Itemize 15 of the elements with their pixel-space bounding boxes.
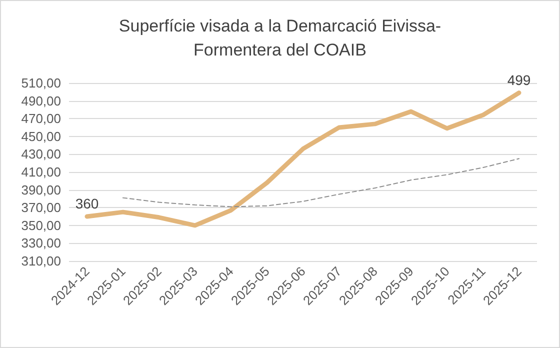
y-tick-label: 330,00 xyxy=(21,236,61,251)
data-label: 499 xyxy=(507,72,531,88)
y-tick-label: 510,00 xyxy=(21,76,61,90)
y-tick-label: 450,00 xyxy=(21,128,61,144)
y-tick-label: 350,00 xyxy=(21,218,61,233)
y-tick-label: 490,00 xyxy=(21,93,61,108)
y-tick-label: 370,00 xyxy=(21,200,61,216)
chart-title: Superfície visada a la Demarcació Eivissa- Formentera del COAIB xyxy=(118,16,442,60)
line-series xyxy=(122,158,520,208)
y-tick-label: 470,00 xyxy=(21,111,61,126)
data-label: 360 xyxy=(75,196,99,212)
y-tick-label: 410,00 xyxy=(21,164,61,180)
y-tick-label: 390,00 xyxy=(21,182,61,198)
y-tick-label: 310,00 xyxy=(21,254,61,268)
y-tick-label: 430,00 xyxy=(21,146,61,162)
